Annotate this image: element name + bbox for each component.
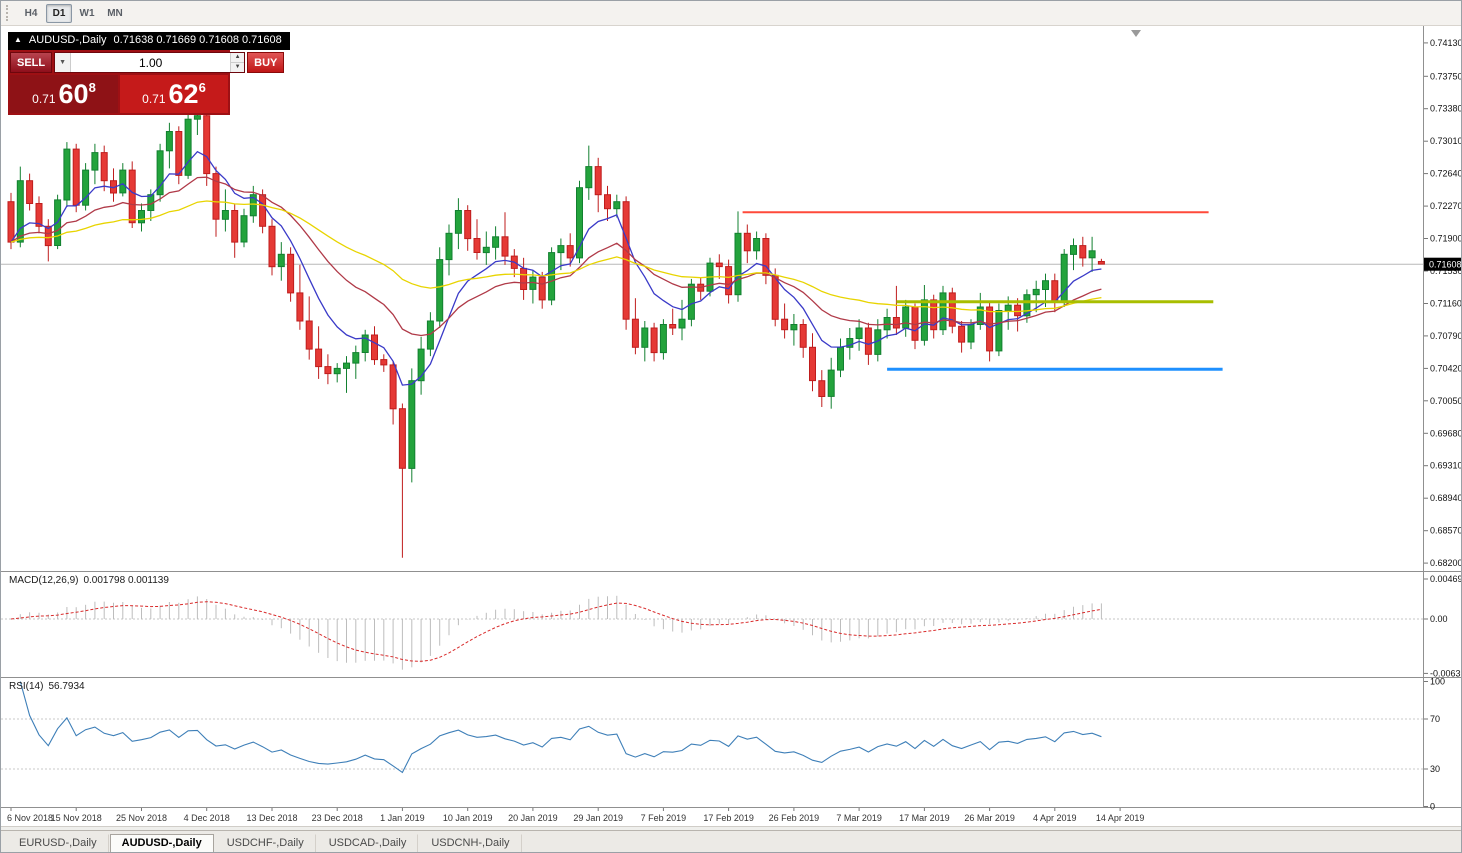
chart-title-bar: ▲ AUDUSD-,Daily 0.71638 0.71669 0.71608 … (8, 32, 290, 50)
current-price-tag: 0.71608 (1424, 257, 1461, 271)
svg-text:0.68200: 0.68200 (1430, 558, 1461, 568)
svg-text:13 Dec 2018: 13 Dec 2018 (246, 813, 297, 823)
chart-svg[interactable]: 0.74130 0.73750 0.73380 0.73010 0.72640 0.722… (1, 26, 1461, 830)
macd-indicator-label: MACD(12,26,9) 0.001798 0.001139 (9, 575, 174, 586)
svg-text:-0.00639: -0.00639 (1430, 668, 1461, 678)
svg-text:30: 30 (1430, 764, 1440, 774)
svg-text:17 Feb 2019: 17 Feb 2019 (703, 813, 754, 823)
svg-text:26 Mar 2019: 26 Mar 2019 (964, 813, 1015, 823)
svg-text:0.71900: 0.71900 (1430, 234, 1461, 244)
svg-text:4 Dec 2018: 4 Dec 2018 (184, 813, 230, 823)
svg-text:25 Nov 2018: 25 Nov 2018 (116, 813, 167, 823)
volume-input[interactable] (71, 53, 231, 72)
chart-ohlc-readout: 0.71638 0.71669 0.71608 0.71608 (113, 34, 282, 46)
svg-text:29 Jan 2019: 29 Jan 2019 (573, 813, 623, 823)
timeframe-toolbar: H4 D1 W1 MN (1, 1, 1461, 26)
one-click-trading-panel: SELL ▼ ▲ ▼ BUY 0.71 60 8 0 (8, 50, 285, 115)
chart-tab-usdchf[interactable]: USDCHF-,Daily (215, 834, 316, 852)
svg-text:0.68570: 0.68570 (1430, 526, 1461, 536)
svg-text:10 Jan 2019: 10 Jan 2019 (443, 813, 493, 823)
svg-text:70: 70 (1430, 714, 1440, 724)
sell-price-big-digits: 60 (58, 78, 89, 109)
svg-text:20 Jan 2019: 20 Jan 2019 (508, 813, 558, 823)
svg-text:0.69310: 0.69310 (1430, 461, 1461, 471)
chart-tab-usdcnh[interactable]: USDCNH-,Daily (419, 834, 522, 852)
svg-text:0.70050: 0.70050 (1430, 396, 1461, 406)
chart-tab-usdcad[interactable]: USDCAD-,Daily (317, 834, 419, 852)
svg-text:0.69680: 0.69680 (1430, 428, 1461, 438)
svg-text:0.73010: 0.73010 (1430, 136, 1461, 146)
svg-text:14 Apr 2019: 14 Apr 2019 (1096, 813, 1145, 823)
volume-dropdown-icon[interactable]: ▼ (55, 53, 72, 72)
volume-increase-icon[interactable]: ▲ (231, 53, 245, 63)
rsi-name: RSI(14) (9, 681, 44, 692)
sell-price-pip-digit: 8 (88, 80, 96, 95)
slow-ma (10, 200, 1102, 313)
svg-text:0: 0 (1430, 802, 1435, 812)
svg-text:0.72640: 0.72640 (1430, 169, 1461, 179)
svg-text:17 Mar 2019: 17 Mar 2019 (899, 813, 950, 823)
svg-text:7 Feb 2019: 7 Feb 2019 (641, 813, 687, 823)
svg-text:0.74130: 0.74130 (1430, 38, 1461, 48)
sell-price-display[interactable]: 0.71 60 8 (10, 75, 118, 113)
svg-text:0.72270: 0.72270 (1430, 201, 1461, 211)
chart-canvas-area[interactable]: 0.74130 0.73750 0.73380 0.73010 0.72640 0.722… (1, 26, 1461, 830)
macd-histogram (19, 595, 1102, 670)
svg-text:0.004694: 0.004694 (1430, 574, 1461, 584)
timeframe-button-h4[interactable]: H4 (18, 4, 44, 23)
macd-axis: 0.004694 0.00 -0.00639 (1424, 574, 1461, 678)
sell-price-prefix: 0.71 (32, 92, 56, 106)
buy-button[interactable]: BUY (247, 52, 285, 73)
svg-text:0.71530: 0.71530 (1430, 266, 1461, 276)
svg-text:0.73750: 0.73750 (1430, 71, 1461, 81)
svg-text:15 Nov 2018: 15 Nov 2018 (51, 813, 102, 823)
svg-text:1 Jan 2019: 1 Jan 2019 (380, 813, 425, 823)
chart-tab-eurusd[interactable]: EURUSD-,Daily (7, 834, 109, 852)
svg-text:7 Mar 2019: 7 Mar 2019 (836, 813, 882, 823)
svg-text:0.00: 0.00 (1430, 614, 1448, 624)
svg-text:26 Feb 2019: 26 Feb 2019 (769, 813, 820, 823)
chart-symbol-label: AUDUSD-,Daily (28, 34, 107, 46)
buy-price-big-digits: 62 (168, 78, 199, 109)
svg-text:0.68940: 0.68940 (1430, 493, 1461, 503)
collapse-panel-icon[interactable]: ▲ (14, 35, 22, 44)
macd-signal-line (10, 601, 1102, 662)
rsi-axis: 100 70 30 0 (1424, 677, 1445, 812)
chart-tab-bar: EURUSD-,Daily AUDUSD-,Daily USDCHF-,Dail… (1, 830, 1461, 852)
chart-shift-marker-icon[interactable] (1131, 30, 1141, 37)
chart-tab-audusd[interactable]: AUDUSD-,Daily (109, 834, 214, 852)
svg-text:0.70420: 0.70420 (1430, 363, 1461, 373)
timeframe-button-w1[interactable]: W1 (74, 4, 100, 23)
sell-button[interactable]: SELL (10, 52, 53, 73)
buy-price-pip-digit: 6 (198, 80, 206, 95)
svg-text:0.71608: 0.71608 (1429, 260, 1461, 270)
timeframe-button-mn[interactable]: MN (102, 4, 128, 23)
svg-text:0.73380: 0.73380 (1430, 104, 1461, 114)
macd-name: MACD(12,26,9) (9, 575, 79, 586)
buy-price-display[interactable]: 0.71 62 6 (120, 75, 228, 113)
macd-values: 0.001798 0.001139 (83, 575, 169, 586)
rsi-value: 56.7934 (48, 681, 85, 692)
svg-text:6 Nov 2018: 6 Nov 2018 (7, 813, 53, 823)
horizontal-scrollbar[interactable] (1, 827, 1461, 830)
svg-text:0.70790: 0.70790 (1430, 331, 1461, 341)
toolbar-drag-handle[interactable] (6, 5, 12, 21)
volume-stepper: ▲ ▼ (230, 53, 245, 72)
buy-price-prefix: 0.71 (142, 92, 166, 106)
svg-text:0.71160: 0.71160 (1430, 299, 1461, 309)
price-axis: 0.74130 0.73750 0.73380 0.73010 0.72640 0.722… (1424, 38, 1461, 568)
svg-text:23 Dec 2018: 23 Dec 2018 (312, 813, 363, 823)
fast-ma (10, 150, 1102, 386)
candlestick-series (7, 108, 1105, 558)
timeframe-button-d1[interactable]: D1 (46, 3, 72, 23)
svg-text:100: 100 (1430, 677, 1445, 687)
rsi-line (19, 681, 1102, 774)
rsi-indicator-label: RSI(14) 56.7934 (9, 681, 90, 692)
medium-ma (10, 176, 1102, 337)
volume-control: ▼ ▲ ▼ (54, 52, 246, 73)
volume-decrease-icon[interactable]: ▼ (231, 63, 245, 72)
svg-text:4 Apr 2019: 4 Apr 2019 (1033, 813, 1077, 823)
